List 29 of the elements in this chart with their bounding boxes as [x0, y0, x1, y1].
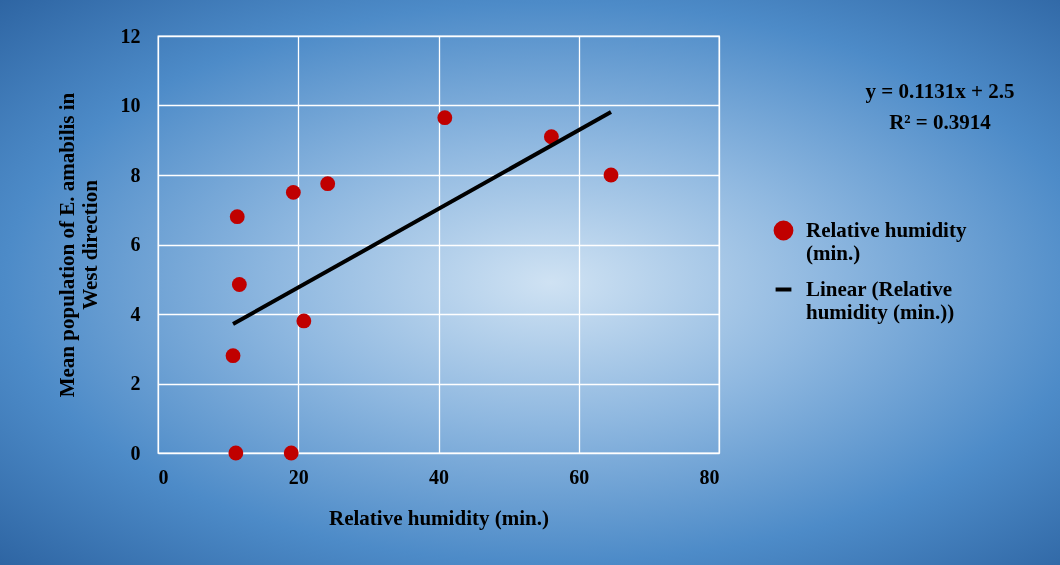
point [283, 445, 299, 461]
point [229, 209, 245, 225]
x-tick-label: 0 [158, 465, 169, 488]
point [320, 176, 336, 192]
x-tick-label: 80 [699, 465, 720, 488]
point [543, 129, 559, 145]
point [225, 348, 241, 364]
point [228, 445, 244, 461]
point [231, 277, 247, 292]
y-tick-label: 0 [130, 441, 141, 464]
y-tick-label: 2 [130, 372, 141, 394]
x-tick-label: 20 [288, 465, 309, 488]
x-tick-label: 60 [569, 465, 590, 488]
text: y = 0.1131x + 2.5 [864, 78, 1016, 105]
y-tick-label: 6 [130, 233, 141, 255]
y-tick-label: 8 [130, 163, 141, 186]
y-axis-title: Mean population of E. amabilis in West direction [54, 92, 102, 398]
legend-label: Relative humidity (min.) [806, 217, 967, 265]
point [285, 184, 301, 200]
text: R² = 0.3914 [888, 109, 992, 136]
x-axis-title: Relative humidity (min.) [329, 505, 549, 530]
point [603, 167, 619, 183]
point [296, 313, 312, 329]
legend-label: Linear (Relative humidity (min.)) [806, 276, 955, 324]
point [437, 110, 453, 126]
y-tick-label: 10 [120, 94, 141, 116]
x-tick-label: 40 [429, 465, 449, 488]
y-tick-label: 4 [130, 302, 141, 325]
y-tick-label: 12 [120, 24, 141, 47]
